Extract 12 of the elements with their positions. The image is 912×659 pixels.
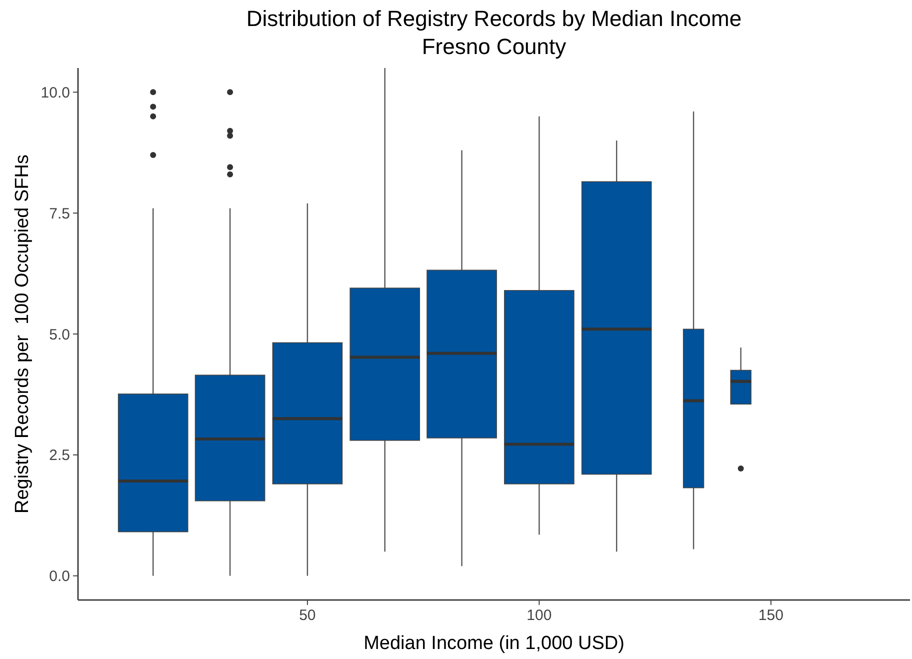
chart-title: Distribution of Registry Records by Median Income <box>246 6 742 31</box>
x-tick-label: 150 <box>758 607 784 624</box>
y-tick-label: 7.5 <box>49 205 70 222</box>
y-tick-label: 2.5 <box>49 447 70 464</box>
x-tick-label: 100 <box>526 607 552 624</box>
y-tick-label: 0.0 <box>49 568 70 586</box>
chart-subtitle: Fresno County <box>422 34 566 59</box>
y-axis-title: Registry Records per 100 Occupied SFHs <box>12 154 33 514</box>
x-axis-title: Median Income (in 1,000 USD) <box>364 633 624 654</box>
y-tick-label: 10.0 <box>40 84 70 102</box>
y-tick-label: 5.0 <box>49 326 70 344</box>
x-tick-label: 50 <box>299 607 316 624</box>
